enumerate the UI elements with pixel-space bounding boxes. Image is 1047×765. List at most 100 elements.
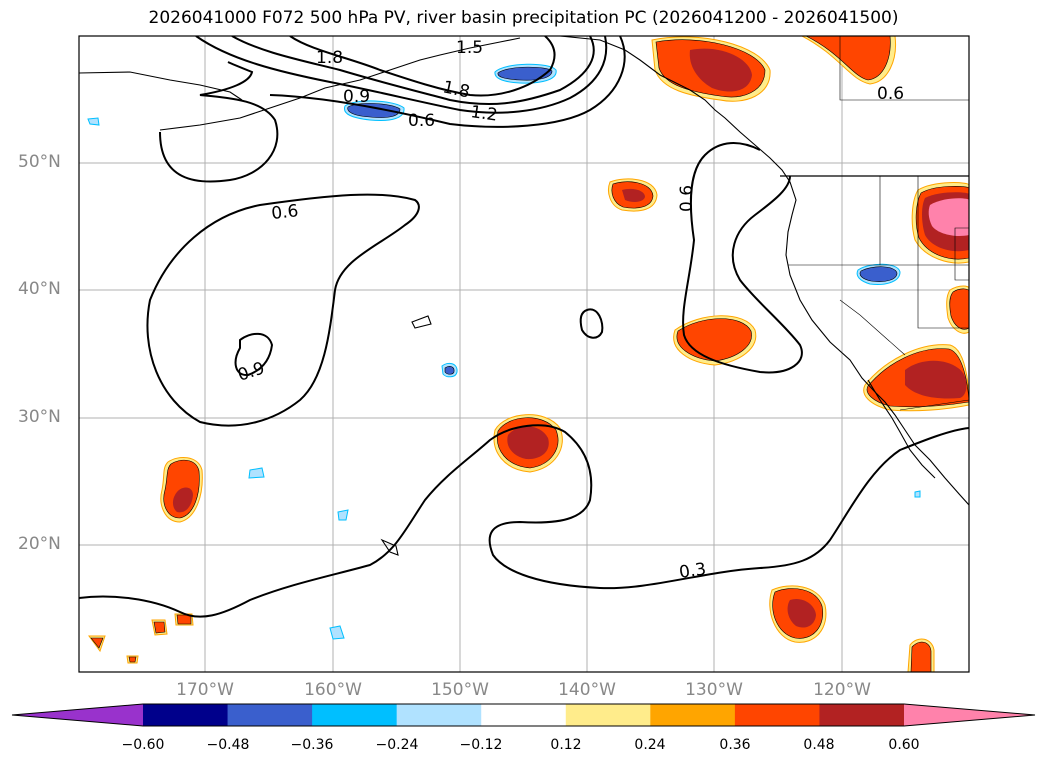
colorbar-cell — [227, 704, 313, 726]
contour-label-11: 0.3 — [678, 559, 708, 583]
colorbar-label-1: −0.60 — [121, 737, 165, 753]
border-line-5 — [839, 36, 969, 101]
precip-anomaly-area — [347, 103, 401, 118]
contour-label-9: 0.6 — [877, 84, 904, 104]
contour-0-6-central — [146, 193, 420, 427]
lon-label-120w: 120°W — [813, 680, 871, 700]
colorbar-outline — [11, 703, 1036, 727]
pv-contours — [79, 36, 969, 618]
precip-anomaly-area — [497, 66, 553, 81]
precip-anomaly-area — [176, 614, 192, 625]
contour-label-7: 0.6 — [270, 201, 299, 224]
neg-blob-small — [87, 117, 921, 640]
precip-anomaly-area — [128, 656, 137, 663]
precip-anomaly-area — [172, 487, 193, 513]
precip-anomaly-area — [928, 198, 969, 236]
negative-precip-anomalies — [87, 63, 921, 640]
precip-anomaly-area — [859, 266, 898, 282]
contour-label-2: 1.5 — [456, 38, 483, 58]
precip-anomaly-area — [90, 637, 104, 649]
precip-anomaly-area — [337, 509, 349, 521]
contour-label-8: 0.6 — [677, 185, 697, 212]
precip-anomaly-area — [329, 625, 345, 640]
contour-0-9-north — [269, 36, 626, 128]
colorbar-cell — [312, 704, 398, 726]
contour-0-6-aleutian — [159, 61, 279, 183]
lat-label-50n: 50°N — [18, 152, 61, 172]
contour-0-3 — [79, 424, 969, 618]
lat-label-30n: 30°N — [18, 407, 61, 427]
colorbar — [11, 703, 1036, 727]
border-line-4 — [839, 299, 906, 356]
precip-blob-idaho — [946, 285, 969, 334]
colorbar-extend-min — [12, 704, 143, 726]
contour-label-1: 1.8 — [316, 48, 343, 68]
colorbar-cells — [143, 704, 905, 726]
precip-anomaly-area — [87, 117, 100, 126]
island-hawaii — [380, 538, 399, 556]
contour-small-loop — [579, 308, 604, 339]
colorbar-label-6: 0.12 — [550, 737, 582, 753]
colorbar-label-2: −0.48 — [206, 737, 250, 753]
precip-blob-se-pacific — [769, 585, 827, 643]
alaska-peninsula-coast — [79, 71, 243, 101]
border-line-6 — [954, 227, 969, 281]
aleutian-chain-coast — [159, 37, 521, 131]
precip-anomaly-area — [805, 36, 891, 81]
precip-anomaly-area — [444, 366, 455, 375]
colorbar-cell — [650, 704, 736, 726]
colorbar-label-8: 0.36 — [719, 737, 751, 753]
contour-1-5 — [231, 36, 595, 106]
colorbar-extend-max — [904, 704, 1035, 726]
colorbar-label-4: −0.24 — [375, 737, 419, 753]
lon-label-130w: 130°W — [685, 680, 743, 700]
colorbar-label-10: 0.60 — [888, 737, 920, 753]
precip-anomaly-area — [507, 426, 549, 460]
colorbar-cell — [143, 704, 229, 726]
map-title: 2026041000 F072 500 hPa PV, river basin … — [148, 8, 899, 28]
precip-blob-west-pacific — [160, 457, 203, 523]
baja-coast — [867, 379, 936, 479]
lon-label-170w: 170°W — [176, 680, 234, 700]
colorbar-label-7: 0.24 — [634, 737, 666, 753]
lon-label-160w: 160°W — [304, 680, 362, 700]
colorbar-label-9: 0.48 — [803, 737, 835, 753]
contour-0-6-coast — [682, 142, 803, 374]
precip-anomaly-area — [248, 467, 265, 479]
lon-label-150w: 150°W — [431, 680, 489, 700]
contour-1-8 — [289, 36, 556, 97]
contour-labels: 1.8 1.5 1.8 1.2 0.9 0.6 0.6 0.6 0.6 0.9 … — [235, 38, 904, 583]
precip-blob-montana — [911, 182, 969, 264]
colorbar-cell — [565, 704, 651, 726]
precip-anomaly-area — [153, 621, 166, 634]
colorbar-cell — [819, 704, 905, 726]
precip-blob-canada-north — [801, 36, 897, 85]
precip-anomaly-area — [910, 641, 932, 672]
precip-anomaly-area — [622, 188, 645, 202]
colorbar-label-3: −0.36 — [290, 737, 334, 753]
island-1 — [411, 315, 432, 329]
contour-label-5: 0.9 — [343, 87, 370, 107]
positive-precip-anomalies — [88, 36, 969, 672]
north-america-west-coast — [559, 36, 969, 506]
contour-label-4: 1.2 — [469, 102, 499, 126]
map-plot-area — [79, 36, 969, 672]
precip-blob-gulf-alaska-coast — [651, 36, 771, 102]
contour-label-6: 0.6 — [408, 111, 435, 131]
precip-anomaly-area — [787, 598, 816, 628]
contour-1-2 — [195, 36, 608, 114]
lon-label-140w: 140°W — [558, 680, 616, 700]
colorbar-cell — [396, 704, 482, 726]
precip-blob-offshore-bc — [608, 178, 658, 212]
map-background — [79, 36, 969, 672]
coastlines — [79, 36, 969, 556]
state-borders — [788, 36, 969, 411]
colorbar-label-5: −0.12 — [459, 737, 503, 753]
colorbar-cell — [734, 704, 820, 726]
precip-anomaly-area — [689, 48, 752, 92]
lat-label-40n: 40°N — [18, 279, 61, 299]
contour-0-9-low — [234, 332, 274, 377]
neg-blob-oregon — [856, 263, 901, 285]
border-line-7 — [899, 399, 969, 411]
